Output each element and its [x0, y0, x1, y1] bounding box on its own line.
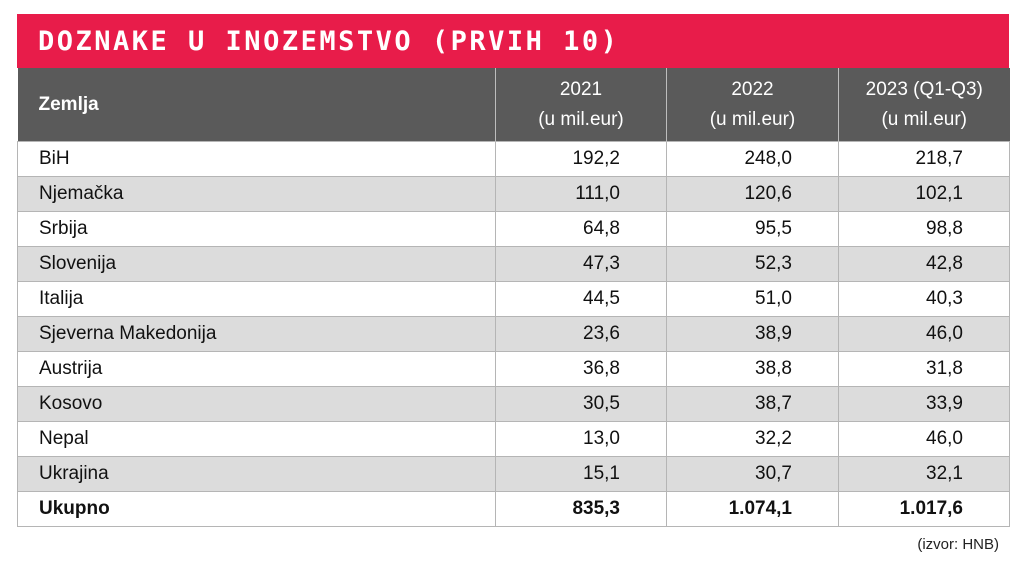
value-2021-cell: 30,5 [495, 386, 667, 422]
value-2021-cell: 44,5 [495, 281, 667, 317]
source-note: (izvor: HNB) [917, 536, 999, 553]
value-2022-cell: 32,2 [666, 421, 839, 457]
value-2021-cell: 13,0 [495, 421, 667, 457]
country-cell: Njemačka [17, 176, 496, 212]
table-row: BiH 192,2 248,0 218,7 [17, 141, 1010, 177]
value-2023-cell: 33,9 [838, 386, 1010, 422]
value-2022-cell: 95,5 [666, 211, 839, 247]
value-2022-cell: 52,3 [666, 246, 839, 282]
total-label-cell: Ukupno [17, 491, 496, 527]
table-row: Sjeverna Makedonija 23,6 38,9 46,0 [17, 316, 1010, 352]
table-header: Zemlja 2021 (u mil.eur) 2022 (u mil.eur)… [17, 68, 1010, 142]
total-row: Ukupno 835,3 1.074,1 1.017,6 [17, 491, 1010, 527]
table-title: DOZNAKE U INOZEMSTVO (PRVIH 10) [38, 25, 620, 57]
value-2021-cell: 47,3 [495, 246, 667, 282]
column-header-unit: (u mil.eur) [709, 108, 796, 130]
table-row: Ukrajina 15,1 30,7 32,1 [17, 456, 1010, 492]
table-row: Austrija 36,8 38,8 31,8 [17, 351, 1010, 387]
value-2022-cell: 51,0 [666, 281, 839, 317]
value-2022-cell: 38,8 [666, 351, 839, 387]
country-cell: Sjeverna Makedonija [17, 316, 496, 352]
value-2023-cell: 46,0 [838, 421, 1010, 457]
total-2023-cell: 1.017,6 [838, 491, 1010, 527]
value-2021-cell: 192,2 [495, 141, 667, 177]
value-2021-cell: 64,8 [495, 211, 667, 247]
country-cell: Italija [17, 281, 496, 317]
value-2023-cell: 218,7 [838, 141, 1010, 177]
table-row: Slovenija 47,3 52,3 42,8 [17, 246, 1010, 282]
value-2022-cell: 38,9 [666, 316, 839, 352]
value-2021-cell: 15,1 [495, 456, 667, 492]
column-header-year: 2022 [731, 78, 774, 100]
country-cell: Ukrajina [17, 456, 496, 492]
column-header-unit: (u mil.eur) [881, 108, 967, 130]
value-2023-cell: 42,8 [838, 246, 1010, 282]
value-2022-cell: 120,6 [666, 176, 839, 212]
column-header-2021: 2021 (u mil.eur) [495, 68, 667, 142]
remittances-table-card: DOZNAKE U INOZEMSTVO (PRVIH 10) Zemlja 2… [17, 14, 1010, 527]
value-2023-cell: 98,8 [838, 211, 1010, 247]
value-2021-cell: 23,6 [495, 316, 667, 352]
column-header-year: 2023 (Q1-Q3) [865, 78, 983, 100]
country-cell: Srbija [17, 211, 496, 247]
value-2021-cell: 36,8 [495, 351, 667, 387]
table-body: BiH 192,2 248,0 218,7 Njemačka 111,0 120… [17, 141, 1010, 527]
column-header-year: 2021 [559, 78, 603, 100]
value-2022-cell: 248,0 [666, 141, 839, 177]
value-2022-cell: 30,7 [666, 456, 839, 492]
header-row: Zemlja 2021 (u mil.eur) 2022 (u mil.eur)… [17, 68, 1010, 142]
value-2021-cell: 111,0 [495, 176, 667, 212]
value-2023-cell: 40,3 [838, 281, 1010, 317]
value-2023-cell: 32,1 [838, 456, 1010, 492]
value-2023-cell: 31,8 [838, 351, 1010, 387]
column-header-2023: 2023 (Q1-Q3) (u mil.eur) [838, 68, 1010, 142]
column-header-country: Zemlja [17, 68, 496, 142]
column-header-unit: (u mil.eur) [538, 108, 624, 130]
country-cell: Nepal [17, 421, 496, 457]
total-2021-cell: 835,3 [495, 491, 667, 527]
remittances-table: Zemlja 2021 (u mil.eur) 2022 (u mil.eur)… [17, 68, 1010, 527]
title-bar: DOZNAKE U INOZEMSTVO (PRVIH 10) [17, 14, 1009, 68]
value-2022-cell: 38,7 [666, 386, 839, 422]
value-2023-cell: 46,0 [838, 316, 1010, 352]
country-cell: Slovenija [17, 246, 496, 282]
country-cell: Austrija [17, 351, 496, 387]
table-row: Njemačka 111,0 120,6 102,1 [17, 176, 1010, 212]
table-row: Nepal 13,0 32,2 46,0 [17, 421, 1010, 457]
country-cell: BiH [17, 141, 496, 177]
value-2023-cell: 102,1 [838, 176, 1010, 212]
country-cell: Kosovo [17, 386, 496, 422]
table-row: Srbija 64,8 95,5 98,8 [17, 211, 1010, 247]
table-row: Italija 44,5 51,0 40,3 [17, 281, 1010, 317]
total-2022-cell: 1.074,1 [666, 491, 839, 527]
table-row: Kosovo 30,5 38,7 33,9 [17, 386, 1010, 422]
column-header-2022: 2022 (u mil.eur) [666, 68, 839, 142]
